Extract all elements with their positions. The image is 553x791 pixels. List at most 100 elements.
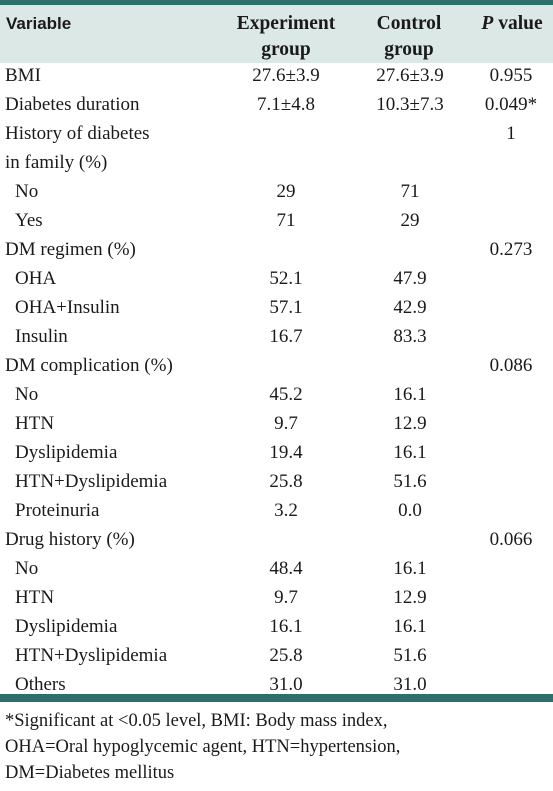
cell-experiment: 27.6±3.9 [252, 65, 320, 86]
cell-experiment: 57.1 [269, 297, 303, 318]
cell-experiment: 25.8 [269, 471, 303, 492]
cell-p-value: 0.273 [489, 239, 533, 260]
cell-experiment: 25.8 [269, 645, 303, 666]
footnote-line: DM=Diabetes mellitus [5, 763, 175, 783]
cell-control: 12.9 [393, 587, 427, 608]
cell-control: 0.0 [398, 500, 422, 521]
cell-control: 42.9 [393, 297, 427, 318]
cell-experiment: 31.0 [269, 674, 303, 695]
cell-variable: HTN [15, 587, 55, 608]
table-row: No 45.2 16.1 [0, 380, 553, 409]
cell-control: 83.3 [393, 326, 427, 347]
header-variable: Variable [6, 14, 72, 33]
cell-variable: Drug history (%) [5, 529, 135, 550]
cell-control: 51.6 [393, 471, 427, 492]
table-row: OHA 52.1 47.9 [0, 264, 553, 293]
cell-variable: No [15, 558, 39, 579]
table-row: DM complication (%) 0.086 [0, 351, 553, 380]
table-row: Insulin 16.7 83.3 [0, 322, 553, 351]
table-row: Others 31.0 31.0 [0, 670, 553, 699]
table-row: Yes 71 29 [0, 206, 553, 235]
cell-variable: DM regimen (%) [5, 239, 136, 260]
cell-variable: Diabetes duration [5, 94, 140, 115]
cell-control: 16.1 [393, 384, 427, 405]
cell-experiment: 19.4 [269, 442, 303, 463]
cell-variable: OHA [15, 268, 57, 289]
table-row: Drug history (%) 0.066 [0, 525, 553, 554]
cell-variable: Others [15, 674, 66, 695]
cell-variable: HTN+Dyslipidemia [15, 471, 168, 492]
cell-control: 16.1 [393, 442, 427, 463]
cell-experiment: 16.1 [269, 616, 303, 637]
cell-control: 71 [400, 181, 420, 202]
cell-experiment: 7.1±4.8 [257, 94, 315, 115]
table-row: BMI 27.6±3.9 27.6±3.9 0.955 [0, 61, 553, 90]
table-row: No 48.4 16.1 [0, 554, 553, 583]
cell-control: 47.9 [393, 268, 427, 289]
cell-experiment: 52.1 [269, 268, 303, 289]
bottom-rule [0, 694, 553, 702]
cell-variable: History of diabetes [5, 123, 150, 144]
table-row: OHA+Insulin 57.1 42.9 [0, 293, 553, 322]
cell-variable: No [15, 181, 39, 202]
cell-experiment: 9.7 [274, 413, 298, 434]
table-row: Dyslipidemia 16.1 16.1 [0, 612, 553, 641]
cell-control: 10.3±7.3 [376, 94, 444, 115]
table-row: Proteinuria 3.2 0.0 [0, 496, 553, 525]
table-row: No 29 71 [0, 177, 553, 206]
cell-experiment: 48.4 [269, 558, 303, 579]
table-row: HTN 9.7 12.9 [0, 583, 553, 612]
cell-variable: No [15, 384, 39, 405]
table-footnote: *Significant at <0.05 level, BMI: Body m… [5, 708, 550, 786]
cell-p-value: 0.066 [489, 529, 533, 550]
cell-variable: Dyslipidemia [15, 616, 118, 637]
footnote-line: *Significant at <0.05 level, BMI: Body m… [5, 711, 388, 731]
header-p-rest: value [493, 13, 543, 34]
cell-variable: HTN [15, 413, 55, 434]
table-row: Dyslipidemia 19.4 16.1 [0, 438, 553, 467]
cell-p-value: 0.049* [484, 94, 538, 115]
header-p-italic: P [481, 13, 494, 34]
cell-variable: Proteinuria [15, 500, 100, 521]
cell-experiment: 29 [276, 181, 296, 202]
cell-variable: Dyslipidemia [15, 442, 118, 463]
table-row: in family (%) [0, 148, 553, 177]
cell-variable: Insulin [15, 326, 68, 347]
cell-variable: HTN+Dyslipidemia [15, 645, 168, 666]
header-control-group: Control group [365, 11, 453, 63]
table-row: HTN+Dyslipidemia 25.8 51.6 [0, 641, 553, 670]
cell-control: 12.9 [393, 413, 427, 434]
cell-p-value: 0.955 [489, 65, 533, 86]
header-experiment-group: Experiment group [226, 11, 346, 63]
footnote-line: OHA=Oral hypoglycemic agent, HTN=hyperte… [5, 737, 401, 757]
cell-experiment: 3.2 [274, 500, 298, 521]
table-header: Variable Experiment group Control group … [0, 5, 553, 63]
cell-experiment: 16.7 [269, 326, 303, 347]
cell-p-value: 0.086 [489, 355, 533, 376]
cell-control: 51.6 [393, 645, 427, 666]
cell-variable: BMI [5, 65, 41, 86]
header-control-line2: group [384, 39, 434, 60]
table-row: History of diabetes 1 [0, 119, 553, 148]
cell-variable: in family (%) [5, 152, 108, 173]
top-rule [0, 0, 553, 5]
header-control-line1: Control [376, 13, 442, 34]
table-row: Diabetes duration 7.1±4.8 10.3±7.3 0.049* [0, 90, 553, 119]
table-row: DM regimen (%) 0.273 [0, 235, 553, 264]
cell-control: 27.6±3.9 [376, 65, 444, 86]
header-experiment-line2: group [261, 39, 311, 60]
cell-control: 16.1 [393, 558, 427, 579]
table-row: HTN+Dyslipidemia 25.8 51.6 [0, 467, 553, 496]
cell-control: 16.1 [393, 616, 427, 637]
cell-variable: OHA+Insulin [15, 297, 120, 318]
cell-variable: DM complication (%) [5, 355, 173, 376]
cell-variable: Yes [15, 210, 43, 231]
cell-p-value: 1 [506, 123, 516, 144]
cell-experiment: 45.2 [269, 384, 303, 405]
header-p-value: P value [472, 11, 552, 37]
cell-control: 31.0 [393, 674, 427, 695]
cell-experiment: 9.7 [274, 587, 298, 608]
table-row: HTN 9.7 12.9 [0, 409, 553, 438]
header-experiment-line1: Experiment [236, 13, 336, 34]
